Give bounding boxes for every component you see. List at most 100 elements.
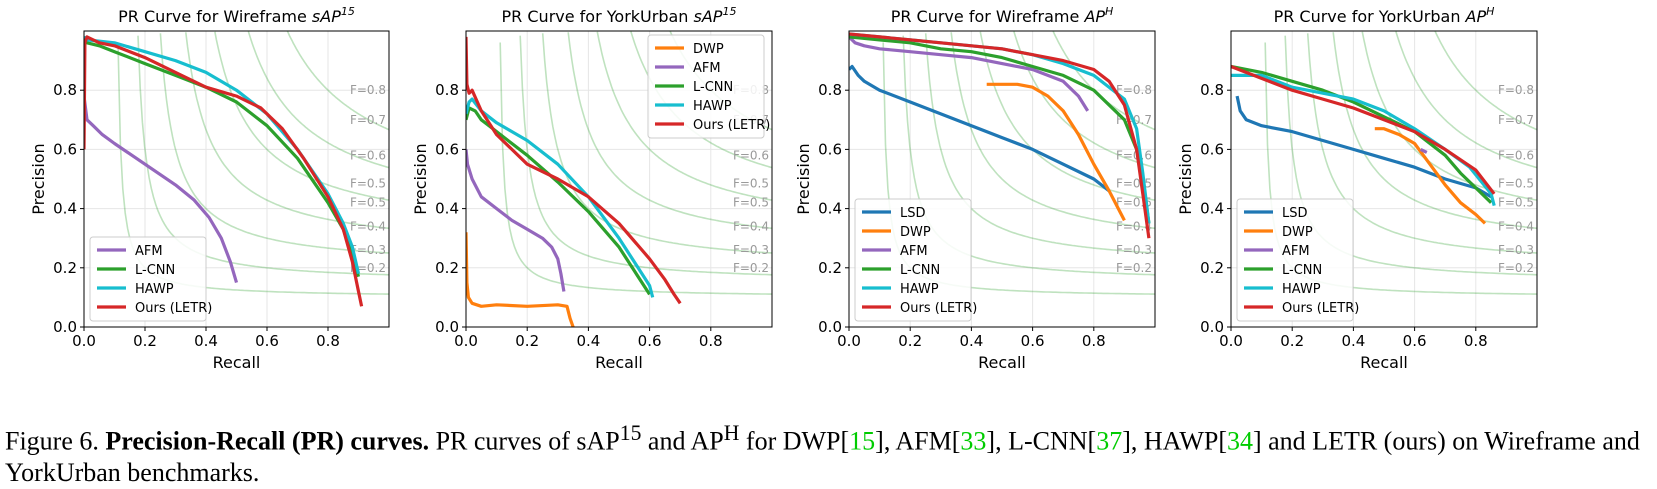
iso-f-label: F=0.6	[733, 148, 769, 162]
x-tick-label: 0.2	[898, 332, 922, 350]
chart-title-text: PR Curve for YorkUrban	[1274, 7, 1466, 26]
iso-f-label: F=0.4	[1498, 219, 1534, 233]
iso-f-label: F=0.5	[1498, 196, 1534, 210]
chart-title-superscript: 15	[341, 5, 355, 18]
x-tick-label: 0.0	[1219, 332, 1243, 350]
x-tick-label: 0.6	[255, 332, 279, 350]
legend-box	[647, 34, 765, 139]
chart-title-metric: AP	[1465, 7, 1487, 26]
legend-label: HAWP	[1282, 282, 1321, 297]
series-line-lsd	[849, 64, 1111, 193]
legend-label: AFM	[900, 244, 928, 259]
chart-legend: DWP AFM L-CNN HAWP Ours (LETR)	[647, 34, 770, 139]
caption-sup: H	[723, 421, 740, 445]
iso-f-curve	[979, 31, 1155, 201]
x-axis-label: Recall	[1360, 353, 1408, 372]
iso-f-label: F=0.8	[1116, 83, 1152, 97]
x-tick-label: 0.2	[1280, 332, 1304, 350]
caption-ref-link[interactable]: 33	[960, 426, 987, 456]
chart-legend: LSD DWP AFM L-CNN HAWP Ours (LETR)	[854, 198, 977, 322]
plot-frame	[1230, 30, 1538, 328]
caption-text: ] and LETR (ours) on Wireframe and YorkU…	[5, 426, 1640, 487]
legend-label: L-CNN	[693, 80, 733, 95]
series-line-l-cnn	[1231, 64, 1493, 204]
series-line-l-cnn	[849, 35, 1151, 224]
caption-ref-link[interactable]: 34	[1226, 426, 1253, 456]
y-tick-label: 0.2	[1200, 259, 1224, 277]
iso-f-label: F=0.3	[1498, 243, 1534, 257]
y-tick-label: 0.6	[1200, 140, 1224, 158]
x-tick-label: 0.8	[1464, 332, 1488, 350]
chart-panel-3: F=0.8F=0.7F=0.6F=0.5F=0.5F=0.4F=0.3F=0.2…	[794, 5, 1156, 372]
chart-title: PR Curve for YorkUrban sAP15	[502, 5, 737, 26]
chart-title-superscript: H	[1105, 5, 1113, 18]
iso-f-label: F=0.5	[1498, 176, 1534, 190]
iso-f-label: F=0.2	[1498, 261, 1534, 275]
plot-frame	[83, 30, 390, 328]
caption-ref-link[interactable]: 37	[1096, 426, 1123, 456]
legend-label: DWP	[900, 225, 931, 240]
chart-title-metric: sAP	[694, 7, 723, 26]
iso-f-label: F=0.8	[350, 83, 386, 97]
chart-panel-1: F=0.8F=0.7F=0.6F=0.5F=0.5F=0.4F=0.3F=0.2…	[29, 5, 390, 372]
series-line-afm	[849, 35, 1090, 112]
chart-title-metric: AP	[1083, 7, 1105, 26]
legend-label: Ours (LETR)	[693, 118, 770, 133]
iso-f-label: F=0.5	[1116, 176, 1152, 190]
iso-f-curve	[541, 33, 772, 254]
x-tick-label: 0.0	[72, 332, 96, 350]
caption-text: and AP	[641, 426, 724, 456]
legend-label: Ours (LETR)	[1282, 301, 1359, 316]
chart-title: PR Curve for Wireframe APH	[891, 5, 1114, 26]
iso-f-label: F=0.3	[733, 243, 769, 257]
series-line-afm	[466, 149, 566, 292]
x-tick-label: 0.6	[1403, 332, 1427, 350]
chart-legend: AFM L-CNN HAWP Ours (LETR)	[89, 236, 212, 322]
legend-label: AFM	[1282, 244, 1310, 259]
iso-f-label: F=0.3	[1116, 243, 1152, 257]
chart-title-superscript: H	[1486, 5, 1494, 18]
caption-ref-link[interactable]: 15	[849, 426, 876, 456]
series-line-hawp	[466, 97, 655, 298]
chart-title-metric: sAP	[312, 7, 341, 26]
iso-f-label: F=0.8	[1498, 83, 1534, 97]
iso-f-label: F=0.2	[1116, 261, 1152, 275]
y-tick-label: 0.2	[818, 259, 842, 277]
caption-text: for DWP[	[739, 426, 850, 456]
plot-frame	[848, 30, 1156, 328]
iso-f-label: F=0.7	[350, 113, 386, 127]
legend-label: HAWP	[693, 99, 732, 114]
legend-label: HAWP	[135, 282, 174, 297]
y-tick-label: 0.4	[1200, 200, 1224, 218]
y-tick-label: 0.0	[818, 318, 842, 336]
iso-f-label: F=0.5	[733, 196, 769, 210]
chart-legend: LSD DWP AFM L-CNN HAWP Ours (LETR)	[1236, 198, 1359, 322]
x-tick-label: 0.0	[837, 332, 861, 350]
chart-title-text: PR Curve for YorkUrban	[502, 7, 694, 26]
iso-f-label: F=0.4	[733, 219, 769, 233]
series-line-ours-letr-	[84, 35, 364, 307]
y-tick-label: 0.8	[1200, 81, 1224, 99]
iso-f-curve	[567, 32, 772, 230]
x-axis-label: Recall	[595, 353, 643, 372]
series-line-dwp	[466, 232, 575, 327]
legend-label: LSD	[900, 206, 926, 221]
iso-f-curve	[950, 32, 1155, 230]
series-lines	[84, 35, 364, 307]
x-tick-label: 0.8	[316, 332, 340, 350]
series-line-lsd	[1235, 95, 1492, 199]
iso-f-label: F=0.4	[1116, 219, 1152, 233]
iso-f-curve	[159, 33, 389, 254]
y-tick-label: 0.0	[53, 318, 77, 336]
legend-label: DWP	[693, 42, 724, 57]
caption-text: PR curves of sAP	[429, 426, 620, 456]
legend-label: AFM	[693, 61, 721, 76]
y-axis-label: Precision	[29, 143, 48, 214]
series-lines	[466, 36, 682, 327]
x-tick-label: 0.6	[638, 332, 662, 350]
caption-text: ], AFM[	[875, 426, 961, 456]
x-tick-label: 0.8	[699, 332, 723, 350]
series-line-dwp	[1374, 127, 1487, 225]
chart-title: PR Curve for Wireframe sAP15	[118, 5, 355, 26]
